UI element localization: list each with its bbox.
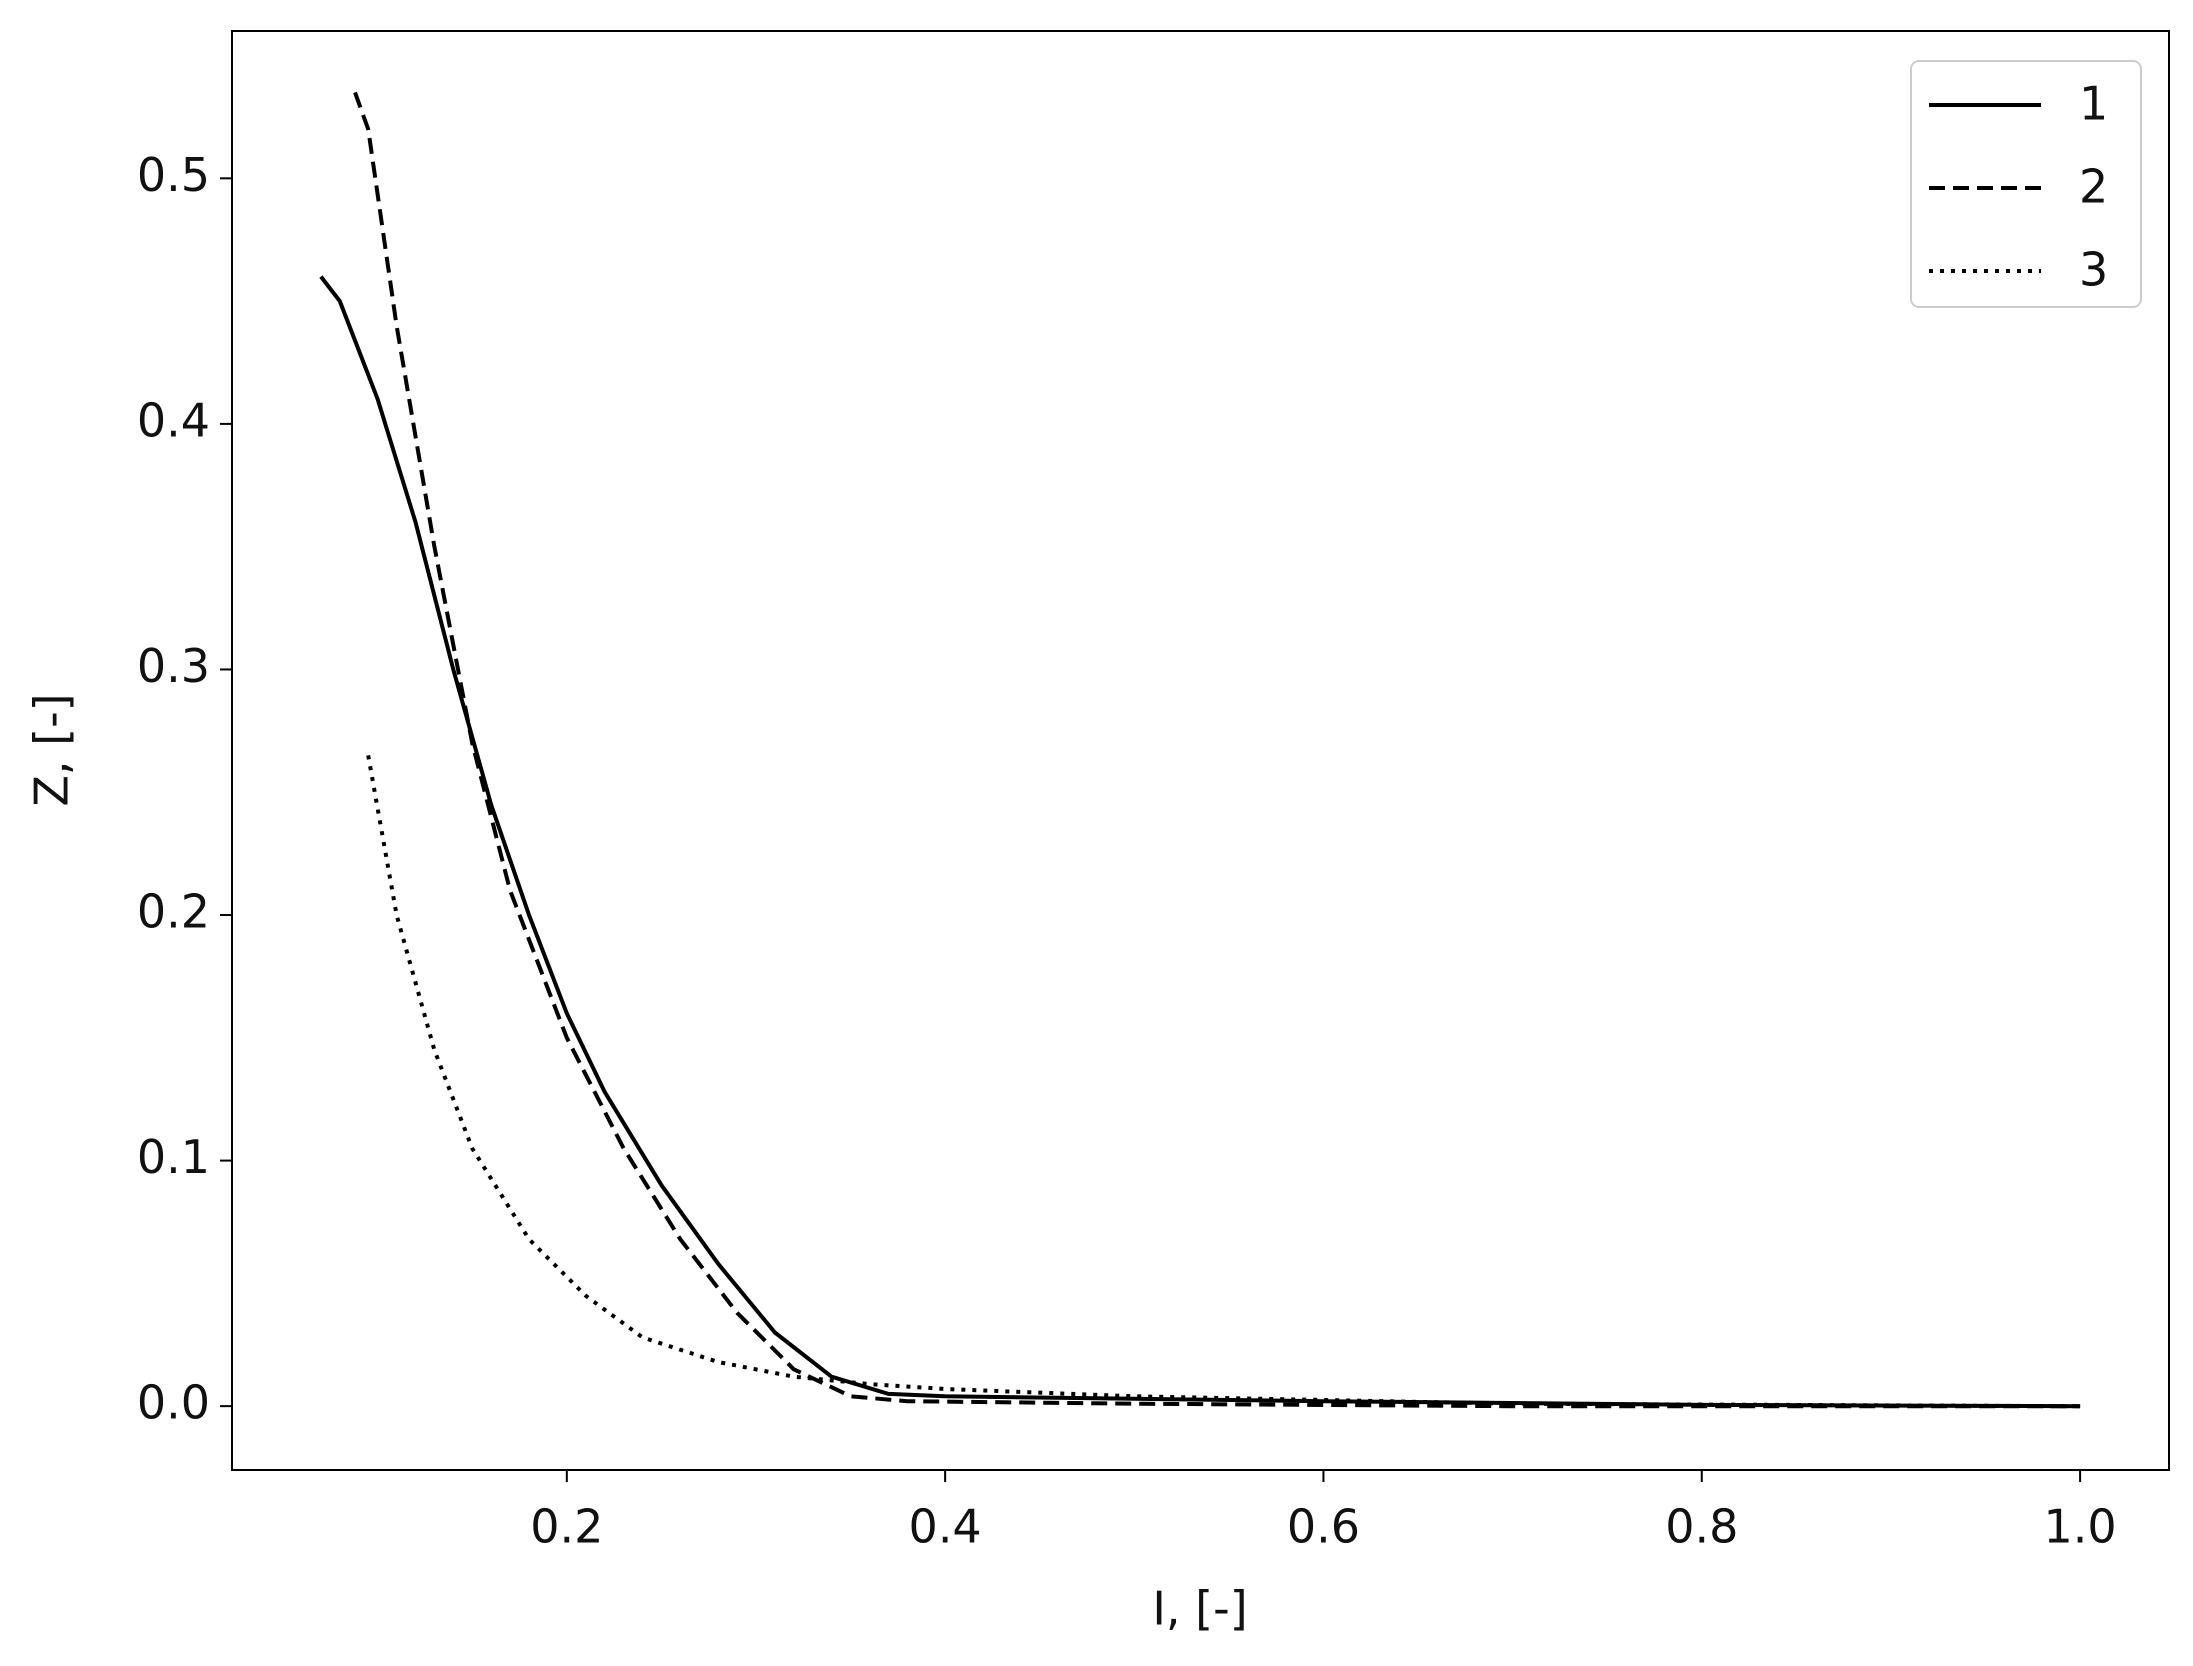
line-series (366, 755, 2081, 1409)
legend-box (1910, 60, 2142, 308)
y-tick-label: 0.3 (137, 639, 210, 693)
y-tick-label: 0.0 (137, 1376, 210, 1430)
x-tick-label: 0.8 (1665, 1500, 1738, 1554)
y-tick-label: 0.5 (137, 148, 210, 202)
legend-label: 3 (2079, 243, 2108, 297)
y-axis-label: Z, [-] (25, 693, 79, 806)
legend-label: 2 (2079, 160, 2108, 214)
x-axis-label: I, [-] (1152, 1582, 1247, 1636)
line-series (319, 275, 2081, 1409)
y-tick-label: 0.4 (137, 393, 210, 447)
x-tick-label: 0.2 (530, 1500, 603, 1554)
x-tick-label: 0.6 (1287, 1500, 1360, 1554)
y-tick-label: 0.2 (137, 885, 210, 939)
legend-label: 1 (2079, 77, 2108, 131)
y-tick-label: 0.1 (137, 1130, 210, 1184)
plot-frame (231, 30, 2170, 1471)
line-series (353, 91, 2081, 1409)
x-tick-label: 0.4 (909, 1500, 982, 1554)
x-tick-label: 1.0 (2044, 1500, 2117, 1554)
